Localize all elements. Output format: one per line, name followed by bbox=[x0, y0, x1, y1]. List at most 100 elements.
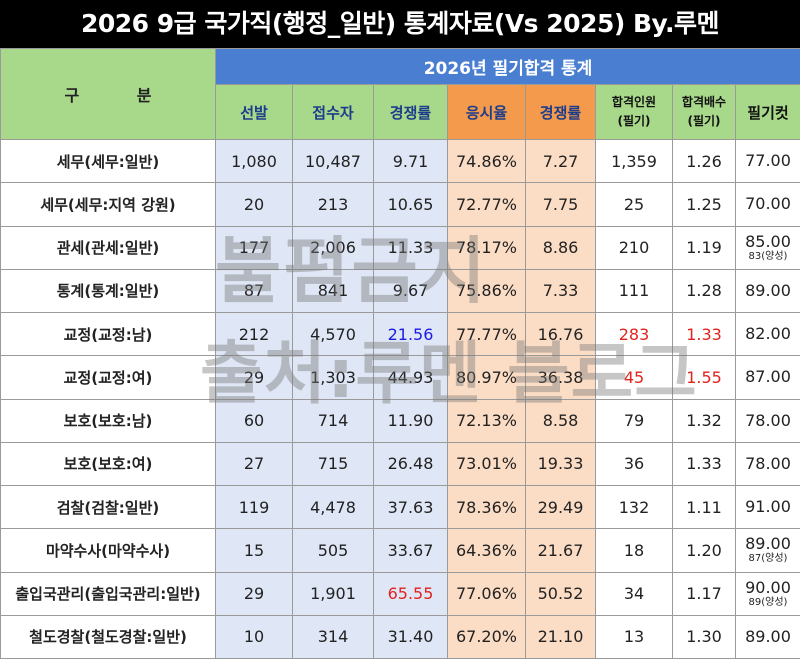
table-cell: 19.33 bbox=[526, 442, 596, 485]
cutoff-score: 90.00 bbox=[745, 578, 791, 597]
table-cell: 1.30 bbox=[673, 615, 736, 658]
table-cell: 77.77% bbox=[448, 313, 526, 356]
table-cell: 74.86% bbox=[448, 140, 526, 183]
table-cell: 10.65 bbox=[374, 183, 448, 226]
table-cell: 10 bbox=[216, 615, 293, 658]
table-cell: 67.20% bbox=[448, 615, 526, 658]
cutoff-score: 78.00 bbox=[745, 411, 791, 430]
column-header: 응시율 bbox=[448, 85, 526, 140]
table-cell: 27 bbox=[216, 442, 293, 485]
table-cell: 29 bbox=[216, 356, 293, 399]
table-cell: 29.49 bbox=[526, 486, 596, 529]
table-cell: 11.33 bbox=[374, 226, 448, 269]
table-cell: 9.67 bbox=[374, 269, 448, 312]
table-cell: 8.58 bbox=[526, 399, 596, 442]
column-header: 경쟁률 bbox=[374, 85, 448, 140]
table-cell: 16.76 bbox=[526, 313, 596, 356]
table-cell: 1.32 bbox=[673, 399, 736, 442]
table-cell: 714 bbox=[293, 399, 374, 442]
column-header: 합격인원(필기) bbox=[596, 85, 673, 140]
table-cell: 18 bbox=[596, 529, 673, 572]
table-cell: 45 bbox=[596, 356, 673, 399]
table-cell: 283 bbox=[596, 313, 673, 356]
row-label: 보호(보호:남) bbox=[1, 399, 216, 442]
table-cell: 1.26 bbox=[673, 140, 736, 183]
table-cell: 1,359 bbox=[596, 140, 673, 183]
cutoff-sub-score: 83(양성) bbox=[736, 251, 800, 263]
table-cell: 9.71 bbox=[374, 140, 448, 183]
cutoff-score: 89.00 bbox=[745, 281, 791, 300]
cutoff-cell: 89.00 bbox=[736, 615, 800, 658]
row-label: 철도경찰(철도경찰:일반) bbox=[1, 615, 216, 658]
table-cell: 715 bbox=[293, 442, 374, 485]
cutoff-score: 87.00 bbox=[745, 367, 791, 386]
table-cell: 21.10 bbox=[526, 615, 596, 658]
table-cell: 111 bbox=[596, 269, 673, 312]
row-label: 검찰(검찰:일반) bbox=[1, 486, 216, 529]
table-cell: 21.56 bbox=[374, 313, 448, 356]
table-cell: 36.38 bbox=[526, 356, 596, 399]
table-cell: 1,080 bbox=[216, 140, 293, 183]
column-header: 경쟁률 bbox=[526, 85, 596, 140]
table-cell: 65.55 bbox=[374, 572, 448, 615]
table-cell: 20 bbox=[216, 183, 293, 226]
table-cell: 36 bbox=[596, 442, 673, 485]
cutoff-cell: 91.00 bbox=[736, 486, 800, 529]
table-cell: 177 bbox=[216, 226, 293, 269]
table-cell: 8.86 bbox=[526, 226, 596, 269]
cutoff-score: 89.00 bbox=[745, 627, 791, 646]
cutoff-score: 91.00 bbox=[745, 497, 791, 516]
table-cell: 1.20 bbox=[673, 529, 736, 572]
table-cell: 4,570 bbox=[293, 313, 374, 356]
cutoff-score: 77.00 bbox=[745, 151, 791, 170]
table-cell: 213 bbox=[293, 183, 374, 226]
table-cell: 2,006 bbox=[293, 226, 374, 269]
cutoff-score: 89.00 bbox=[745, 534, 791, 553]
row-label: 교정(교정:남) bbox=[1, 313, 216, 356]
table-cell: 13 bbox=[596, 615, 673, 658]
cutoff-cell: 89.00 bbox=[736, 269, 800, 312]
cutoff-cell: 70.00 bbox=[736, 183, 800, 226]
table-cell: 841 bbox=[293, 269, 374, 312]
table-cell: 29 bbox=[216, 572, 293, 615]
cutoff-sub-score: 89(양성) bbox=[736, 597, 800, 609]
table-cell: 212 bbox=[216, 313, 293, 356]
cutoff-score: 78.00 bbox=[745, 454, 791, 473]
table-cell: 4,478 bbox=[293, 486, 374, 529]
cutoff-cell: 77.00 bbox=[736, 140, 800, 183]
table-cell: 26.48 bbox=[374, 442, 448, 485]
table-cell: 1.33 bbox=[673, 313, 736, 356]
table-cell: 10,487 bbox=[293, 140, 374, 183]
row-label: 세무(세무:일반) bbox=[1, 140, 216, 183]
table-cell: 1.17 bbox=[673, 572, 736, 615]
column-header: 접수자 bbox=[293, 85, 374, 140]
table-cell: 21.67 bbox=[526, 529, 596, 572]
table-cell: 75.86% bbox=[448, 269, 526, 312]
table-cell: 314 bbox=[293, 615, 374, 658]
table-cell: 11.90 bbox=[374, 399, 448, 442]
table-cell: 72.77% bbox=[448, 183, 526, 226]
table-cell: 7.75 bbox=[526, 183, 596, 226]
row-label: 마약수사(마약수사) bbox=[1, 529, 216, 572]
table-cell: 210 bbox=[596, 226, 673, 269]
table-cell: 15 bbox=[216, 529, 293, 572]
table-cell: 1.33 bbox=[673, 442, 736, 485]
row-label: 관세(관세:일반) bbox=[1, 226, 216, 269]
column-header: 필기컷 bbox=[736, 85, 800, 140]
table-cell: 132 bbox=[596, 486, 673, 529]
section-header: 2026년 필기합격 통계 bbox=[216, 49, 800, 85]
row-label: 통계(통계:일반) bbox=[1, 269, 216, 312]
cutoff-cell: 78.00 bbox=[736, 399, 800, 442]
table-cell: 1.11 bbox=[673, 486, 736, 529]
table-cell: 87 bbox=[216, 269, 293, 312]
